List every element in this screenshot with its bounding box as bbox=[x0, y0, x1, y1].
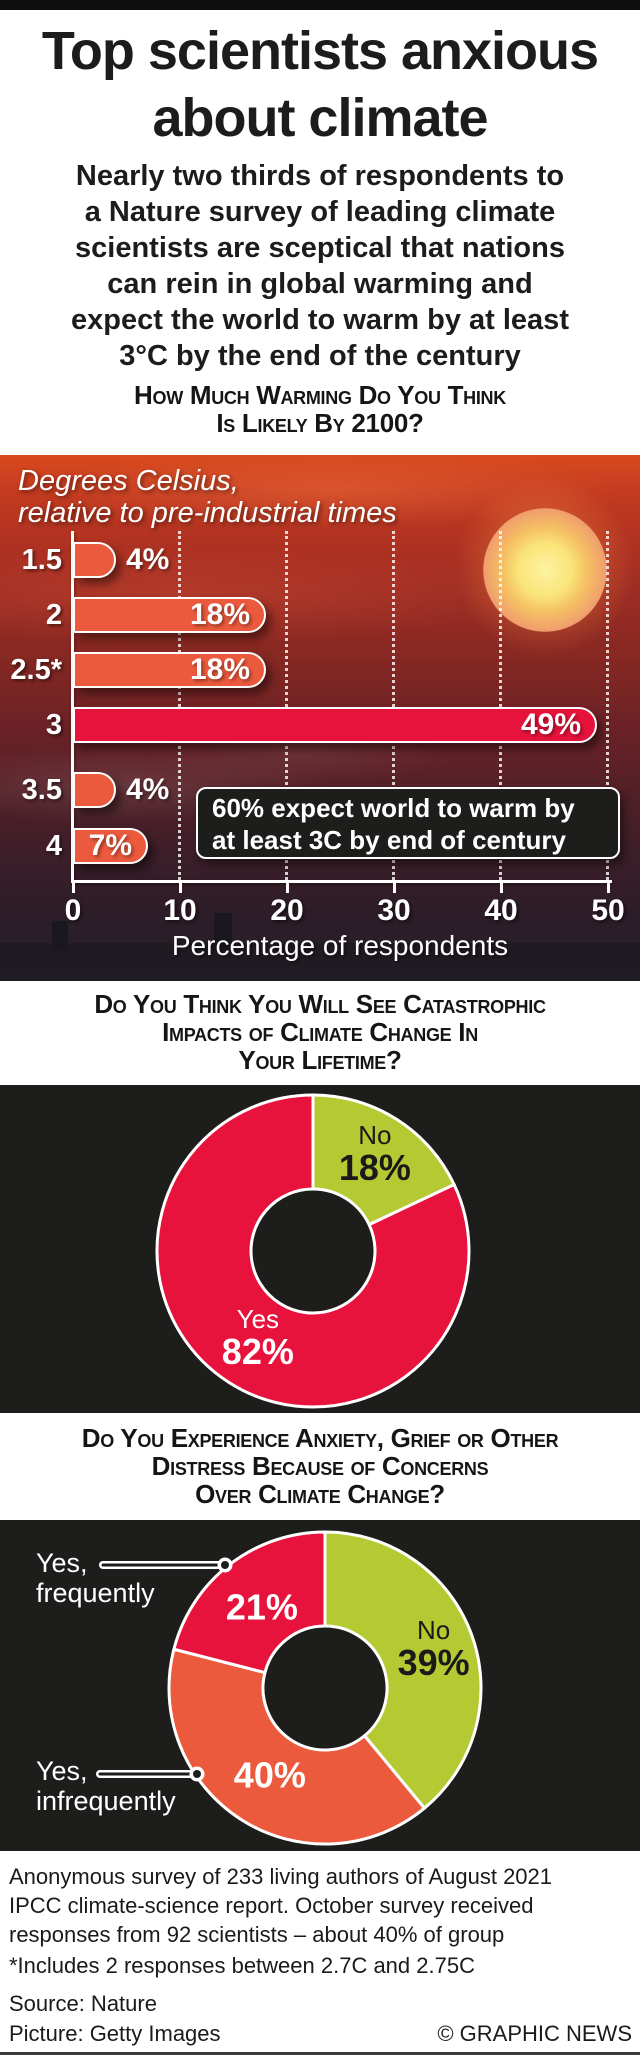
donut-slice-yes-infrequently bbox=[167, 1647, 426, 1846]
axis-category-label: 2 bbox=[45, 599, 62, 631]
bar-value-label: 7% bbox=[88, 829, 132, 862]
donut2-chart bbox=[96, 1530, 483, 1846]
callout-yes-infrequently: Yes, infrequently bbox=[36, 1756, 176, 1816]
axis-tick-label: 0 bbox=[64, 894, 82, 927]
bar-3.5 bbox=[73, 772, 116, 808]
axis-tick-label: 50 bbox=[591, 894, 625, 927]
picture-line: Picture: Getty Images bbox=[9, 2021, 221, 2046]
bar-value-label: 4% bbox=[126, 773, 170, 806]
x-axis-title: Percentage of respondents bbox=[171, 930, 509, 961]
bar-chart-title: How Much Warming Do You Think Is Likely … bbox=[134, 380, 506, 438]
donut-slice-no bbox=[311, 1093, 456, 1227]
bar-value-label: 18% bbox=[189, 653, 250, 686]
axis-tick bbox=[500, 883, 503, 893]
bar-4 bbox=[73, 828, 148, 864]
gridline bbox=[606, 531, 612, 880]
callout-dot-core bbox=[221, 1561, 229, 1569]
callout-yes-frequently: Yes, frequently bbox=[36, 1548, 155, 1608]
gridline bbox=[392, 531, 398, 880]
annotation-box: 60% expect world to warm by at least 3C … bbox=[196, 787, 620, 859]
axis-tick bbox=[72, 883, 75, 893]
donut2-panel: No 39% 40% 21% Yes, frequently Yes, infrequ… bbox=[0, 1520, 640, 1851]
bar-value-label: 4% bbox=[126, 543, 170, 576]
donut-slice-yes bbox=[155, 1093, 471, 1409]
axis-category-label: 2.5* bbox=[10, 654, 62, 686]
axis-tick bbox=[607, 883, 610, 893]
donut-slice-label: No 39% bbox=[397, 1614, 470, 1683]
axis-category-label: 3 bbox=[45, 709, 62, 741]
bar-2 bbox=[73, 597, 266, 633]
bottom-rule bbox=[0, 2052, 640, 2055]
axis-tick bbox=[286, 883, 289, 893]
page-title: Top scientists anxious about climate bbox=[41, 21, 599, 148]
unit-label: Degrees Celsius, relative to pre-industr… bbox=[18, 465, 397, 529]
chimney-silhouette bbox=[214, 913, 232, 951]
donut-slice-label: No 18% bbox=[338, 1119, 411, 1188]
donut-slice-yes-frequently bbox=[172, 1530, 327, 1675]
donut1-chart bbox=[155, 1093, 471, 1409]
bar-chart: 0 10 20 30 40 50 1.5 4% 2 18% 2.5* 18% 3 49% 3.5 4% 4 7% bbox=[0, 0, 640, 981]
callout-dot-core bbox=[193, 1770, 201, 1778]
axis-tick-label: 20 bbox=[270, 894, 304, 927]
bar-value-label: 18% bbox=[189, 598, 250, 631]
intro-text: Nearly two thirds of respondents to a Na… bbox=[71, 160, 569, 372]
donut-slice-label: 40% bbox=[233, 1754, 306, 1796]
gridline bbox=[499, 531, 505, 880]
asterisk-note: *Includes 2 responses between 2.7C and 2… bbox=[9, 1953, 475, 1978]
credit-line: © GRAPHIC NEWS bbox=[437, 2021, 632, 2046]
donut1-title: Do You Think You Will See Catastrophic I… bbox=[94, 989, 546, 1075]
axis-tick bbox=[393, 883, 396, 893]
axis-tick-label: 30 bbox=[377, 894, 411, 927]
donut-slice-no bbox=[323, 1530, 483, 1810]
axis-category-label: 3.5 bbox=[21, 774, 62, 806]
donut2-title: Do You Experience Anxiety, Grief or Othe… bbox=[81, 1423, 559, 1509]
donut-slice-label: 21% bbox=[225, 1586, 298, 1628]
gridline bbox=[178, 531, 184, 880]
gridline bbox=[285, 531, 291, 880]
chimney-silhouette bbox=[52, 921, 68, 951]
source-line: Source: Nature bbox=[9, 1991, 157, 2016]
bar-2.5* bbox=[73, 652, 266, 688]
survey-note: Anonymous survey of 233 living authors o… bbox=[9, 1864, 553, 1947]
axis-tick-label: 10 bbox=[163, 894, 197, 927]
bar-1.5 bbox=[73, 542, 116, 578]
axis-tick-label: 40 bbox=[484, 894, 518, 927]
city-silhouette bbox=[0, 943, 640, 981]
bar-value-label: 49% bbox=[520, 708, 581, 741]
donut-slice-label: Yes 82% bbox=[221, 1303, 294, 1372]
axis-category-label: 4 bbox=[45, 830, 62, 862]
bar-3 bbox=[73, 707, 597, 743]
y-axis-line bbox=[71, 531, 74, 883]
x-axis-line bbox=[71, 880, 612, 883]
donut1-labels: No 18% Yes 82% bbox=[0, 1085, 640, 1413]
donut1-panel: No 18% Yes 82% bbox=[0, 1085, 640, 1413]
axis-tick bbox=[179, 883, 182, 893]
axis-category-label: 1.5 bbox=[21, 544, 62, 576]
top-bar bbox=[0, 0, 640, 10]
